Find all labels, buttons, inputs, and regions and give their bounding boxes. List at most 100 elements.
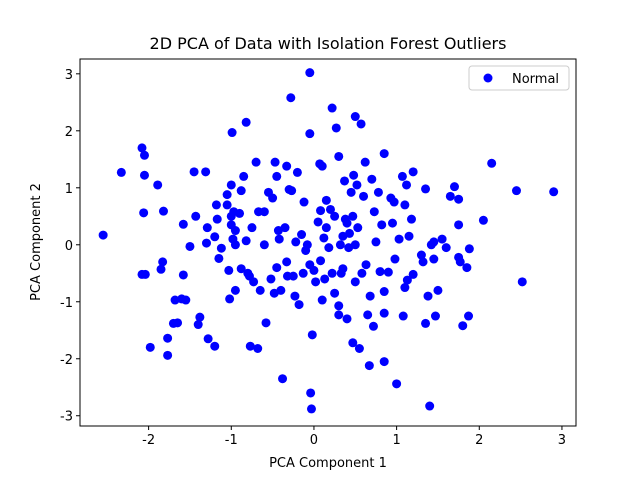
point xyxy=(361,260,371,270)
point xyxy=(170,295,180,305)
point xyxy=(408,167,418,177)
point xyxy=(418,257,428,267)
point xyxy=(274,234,284,244)
point xyxy=(487,158,497,168)
point xyxy=(247,223,257,233)
point xyxy=(375,267,385,277)
point xyxy=(316,256,326,266)
point xyxy=(210,232,220,242)
point xyxy=(241,236,251,246)
point xyxy=(350,112,360,122)
point xyxy=(230,226,240,236)
point xyxy=(421,318,431,328)
point xyxy=(282,257,292,267)
point xyxy=(294,300,304,310)
legend-marker xyxy=(483,73,493,83)
point xyxy=(402,180,412,190)
point xyxy=(317,295,327,305)
point xyxy=(379,287,389,297)
point xyxy=(400,283,410,293)
point xyxy=(368,321,378,331)
point xyxy=(402,275,412,285)
point xyxy=(181,295,191,305)
x-tick-label: 1 xyxy=(392,433,400,448)
point xyxy=(369,207,379,217)
point xyxy=(346,187,356,197)
point xyxy=(359,191,369,201)
point xyxy=(203,334,213,344)
point xyxy=(210,341,220,351)
point xyxy=(282,161,292,171)
point xyxy=(449,182,459,192)
point xyxy=(305,68,315,78)
y-tick-label: -3 xyxy=(60,410,73,425)
point xyxy=(421,184,431,194)
point xyxy=(441,243,451,253)
point xyxy=(216,243,226,253)
point xyxy=(158,257,168,267)
x-axis-label: PCA Component 1 xyxy=(269,456,387,471)
point xyxy=(235,208,245,218)
point xyxy=(298,268,308,278)
point xyxy=(334,301,344,311)
point xyxy=(416,250,426,260)
point xyxy=(278,374,288,384)
point xyxy=(116,167,126,177)
point xyxy=(394,234,404,244)
point xyxy=(354,343,364,353)
x-tick-label: 3 xyxy=(558,433,566,448)
point xyxy=(266,274,276,284)
point xyxy=(404,231,414,241)
point xyxy=(225,294,235,304)
x-tick-label: -2 xyxy=(142,433,155,448)
point xyxy=(458,321,468,331)
point xyxy=(222,190,232,200)
point xyxy=(173,318,183,328)
point xyxy=(309,265,319,275)
point xyxy=(163,350,173,360)
point xyxy=(287,186,297,196)
point xyxy=(140,269,150,279)
legend-label: Normal xyxy=(512,72,559,87)
point xyxy=(324,243,334,253)
point xyxy=(325,204,335,214)
point xyxy=(185,241,195,251)
point xyxy=(145,342,155,352)
point xyxy=(445,191,455,201)
point xyxy=(291,237,301,247)
point xyxy=(390,254,400,264)
point xyxy=(344,228,354,238)
x-tick-label: 2 xyxy=(475,433,483,448)
point xyxy=(153,180,163,190)
point xyxy=(342,314,352,324)
point xyxy=(249,277,259,287)
point xyxy=(400,200,410,210)
point xyxy=(139,208,149,218)
point xyxy=(356,119,366,129)
point xyxy=(425,401,435,411)
point xyxy=(259,240,269,250)
point xyxy=(327,268,337,278)
point xyxy=(211,200,221,210)
point xyxy=(178,270,188,280)
point xyxy=(348,338,358,348)
point xyxy=(259,207,269,217)
point xyxy=(423,291,433,301)
point xyxy=(239,171,249,181)
point xyxy=(353,223,363,233)
point xyxy=(191,211,201,221)
point xyxy=(462,263,472,273)
point xyxy=(408,269,418,279)
point xyxy=(321,223,331,233)
point xyxy=(230,285,240,295)
point xyxy=(306,404,316,414)
point xyxy=(288,271,298,281)
point xyxy=(163,333,173,343)
point xyxy=(201,238,211,248)
point xyxy=(270,157,280,167)
point xyxy=(280,223,290,233)
point xyxy=(430,311,440,321)
point xyxy=(261,318,271,328)
point xyxy=(236,264,246,274)
point xyxy=(253,343,263,353)
